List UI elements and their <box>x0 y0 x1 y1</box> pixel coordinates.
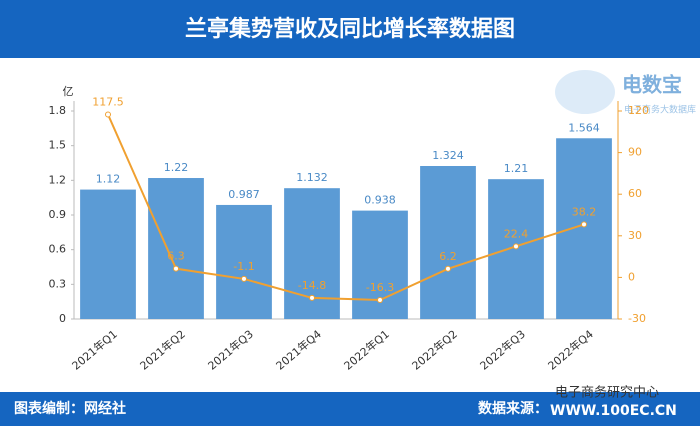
line-value-label: -1.1 <box>233 260 254 273</box>
bar-value-label: 0.938 <box>364 194 396 207</box>
line-point <box>377 297 383 304</box>
y2-tick-label: 90 <box>628 146 642 159</box>
y2-tick-label: 30 <box>628 229 642 242</box>
bar-value-label: 1.22 <box>164 161 189 174</box>
line <box>107 114 585 302</box>
bar-value-label: 1.564 <box>568 121 600 134</box>
line-point <box>445 265 451 272</box>
line-value-label: -14.8 <box>298 279 326 292</box>
watermark-url: WWW.100EC.CN <box>550 403 677 419</box>
logo-tagline: 电子商务大数据库 <box>624 104 696 116</box>
y-tick-label: 1.2 <box>49 173 67 186</box>
line-value-label: 6.3 <box>167 250 185 263</box>
y2-tick-label: 120 <box>628 104 649 117</box>
bar <box>556 138 612 319</box>
bar-value-label: 1.12 <box>96 173 121 186</box>
footer-compiler: 图表编制：网经社 <box>14 400 126 417</box>
footer-source: 数据来源： <box>478 400 548 417</box>
logo-cloud <box>555 70 615 114</box>
y2-tick-label: -30 <box>628 312 646 325</box>
line-value-label: -16.3 <box>366 281 394 294</box>
footer-band <box>0 392 700 426</box>
line-value-label: 6.2 <box>439 250 457 263</box>
line-value-label: 38.2 <box>572 205 597 218</box>
logo-name: 电数宝 <box>622 73 682 97</box>
chart-title: 兰亭集势营收及同比增长率数据图 <box>185 16 515 42</box>
line-value-label: 22.4 <box>504 227 529 240</box>
bar-value-label: 1.21 <box>504 162 529 175</box>
line-point <box>309 294 315 301</box>
header-band <box>0 0 700 58</box>
y-tick-label: 0.6 <box>49 243 67 256</box>
line-point <box>513 243 519 250</box>
y-axis-label: 亿 <box>63 85 74 98</box>
line-value-label: 117.5 <box>92 95 124 108</box>
bar <box>148 178 204 319</box>
bar <box>420 166 476 319</box>
bar-value-label: 1.132 <box>296 171 328 184</box>
y-tick-label: 1.5 <box>49 139 67 152</box>
bar-value-label: 1.324 <box>432 149 464 162</box>
y-tick-label: 1.8 <box>49 104 67 117</box>
line-point <box>173 265 179 272</box>
bar <box>80 189 136 319</box>
y-tick-label: 0.9 <box>49 208 67 221</box>
bar-value-label: 0.987 <box>228 188 260 201</box>
line-point <box>581 221 587 228</box>
y-tick-label: 0.3 <box>49 277 67 290</box>
y2-tick-label: 0 <box>628 270 635 283</box>
line-point <box>105 111 111 118</box>
y-tick-label: 0 <box>59 312 66 325</box>
y2-tick-label: 60 <box>628 187 642 200</box>
line-point <box>241 275 247 282</box>
bar <box>216 204 272 319</box>
watermark-name: 电子商务研究中心 <box>555 385 659 401</box>
